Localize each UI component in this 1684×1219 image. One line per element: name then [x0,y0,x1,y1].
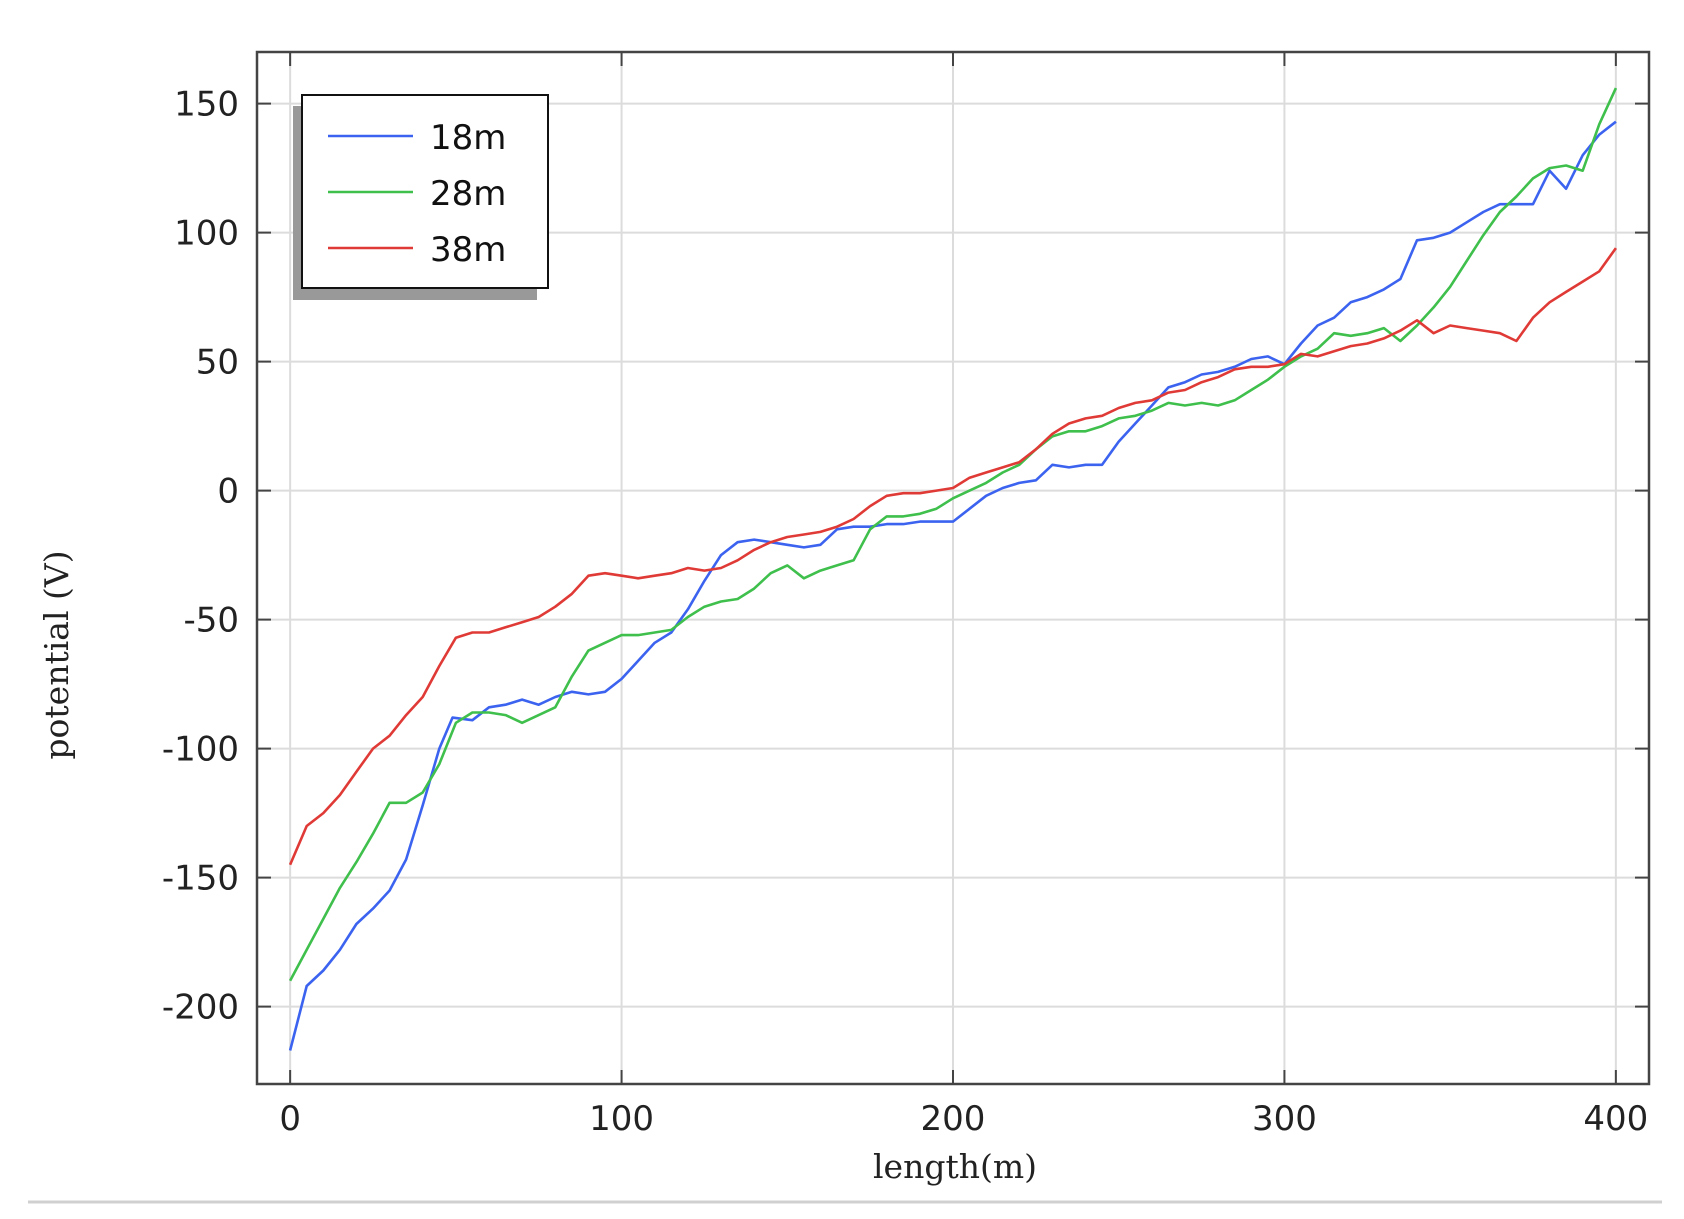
x-axis-title: length(m) [873,1147,1037,1186]
y-tick-label: -100 [162,730,239,770]
legend: 18m 28m 38m [293,94,549,300]
legend-label-38m: 38m [430,230,506,270]
legend-label-28m: 28m [430,174,506,214]
axis-ticks: 0 100 200 300 400 -200 -150 -100 -50 0 50 100 150 [162,52,1649,1139]
y-axis-title: potential (V) [37,550,76,759]
x-tick-label: 0 [279,1099,301,1139]
series-line-28m [288,87,1618,982]
y-tick-label: 0 [217,472,239,512]
y-tick-label: -50 [183,601,239,641]
series-lines [288,87,1618,1051]
x-tick-label: 100 [589,1099,654,1139]
series-line-38m [288,247,1617,866]
series-line-18m [288,120,1617,1051]
x-tick-label: 200 [921,1099,986,1139]
y-tick-label: 100 [174,214,239,254]
y-tick-label: -200 [162,988,239,1028]
x-tick-label: 300 [1252,1099,1317,1139]
x-tick-label: 400 [1583,1099,1648,1139]
y-tick-label: -150 [162,859,239,899]
y-tick-label: 50 [196,343,239,383]
legend-label-18m: 18m [430,118,506,158]
y-tick-label: 150 [174,85,239,125]
